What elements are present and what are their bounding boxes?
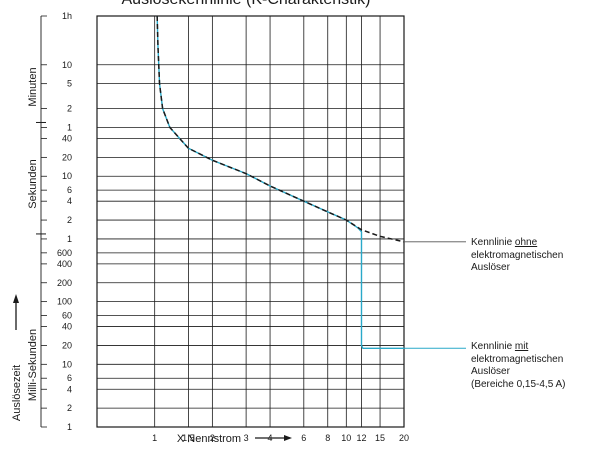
y-tick-label: 1	[67, 122, 72, 132]
note-with-line3: Auslöser	[471, 366, 510, 377]
y-tick-label: 2	[67, 403, 72, 413]
y-tick-label: 200	[57, 278, 72, 288]
x-tick-label: 2	[210, 433, 215, 443]
y-tick-label: 5	[67, 79, 72, 89]
y-tick-label: 6	[67, 373, 72, 383]
note-without-line2: elektromagnetischen	[471, 249, 564, 261]
note-with-line1: Kennlinie	[471, 341, 515, 352]
y-tick-label: 10	[62, 60, 72, 70]
section-label-millis: Milli-Sekunden	[27, 329, 39, 401]
note-with-magnetic-trip: Kennlinie mit elektromagnetischen Auslös…	[471, 341, 566, 391]
x-tick-label: 1	[152, 433, 157, 443]
y-axis-arrow	[13, 294, 19, 330]
chart-grid	[96, 15, 405, 428]
note-without-magnetic-trip: Kennlinie ohne elektromagnetischen Auslö…	[471, 237, 563, 275]
y-tick-label: 100	[57, 297, 72, 307]
x-tick-label: 3	[244, 433, 249, 443]
chart-axes: 11,523468101215201h105214020106421600400…	[36, 11, 409, 443]
note-with-line4: (Bereiche 0,15-4,5 A)	[471, 378, 566, 390]
x-tick-label: 15	[375, 433, 385, 443]
y-tick-label: 1h	[62, 11, 72, 21]
x-axis-label: X Nennstrom	[177, 433, 241, 445]
y-tick-label: 20	[62, 340, 72, 350]
y-axis-caption: Auslösezeit	[11, 365, 23, 421]
series-line-without-magnetic	[156, 15, 405, 243]
section-label-minutes: Minuten	[27, 67, 39, 106]
x-tick-label: 6	[301, 433, 306, 443]
y-tick-label: 400	[57, 259, 72, 269]
x-tick-label: 8	[325, 433, 330, 443]
y-tick-label: 10	[62, 359, 72, 369]
chart-title: Auslösekennlinie (K-Charakteristik)	[122, 0, 371, 8]
x-tick-label: 12	[356, 433, 366, 443]
note-without-keyword: ohne	[514, 237, 538, 248]
y-tick-label: 6	[67, 185, 72, 195]
y-tick-label: 40	[62, 322, 72, 332]
y-tick-label: 1	[67, 422, 72, 432]
note-with-line2: elektromagnetischen	[471, 353, 564, 365]
plot-frame	[96, 15, 405, 428]
y-tick-label: 60	[62, 311, 72, 321]
y-tick-label: 40	[62, 134, 72, 144]
y-tick-label: 20	[62, 152, 72, 162]
y-tick-label: 4	[67, 196, 72, 206]
x-axis-arrow	[255, 435, 292, 441]
y-tick-label: 2	[67, 104, 72, 114]
x-tick-label: 20	[399, 433, 409, 443]
legend-leader-lines	[404, 241, 466, 349]
y-tick-label: 2	[67, 215, 72, 225]
note-with-keyword: mit	[514, 341, 529, 352]
section-label-seconds: Sekunden	[27, 159, 39, 209]
y-tick-label: 1	[67, 234, 72, 244]
x-tick-label: 1,5	[182, 433, 195, 443]
y-tick-label: 600	[57, 248, 72, 258]
x-tick-label: 10	[341, 433, 351, 443]
y-tick-label: 4	[67, 384, 72, 394]
note-without-line1: Kennlinie	[471, 237, 515, 248]
y-tick-label: 10	[62, 171, 72, 181]
chart-series	[156, 15, 405, 350]
series-line-with-magnetic	[156, 15, 404, 350]
note-without-line3: Auslöser	[471, 262, 510, 273]
